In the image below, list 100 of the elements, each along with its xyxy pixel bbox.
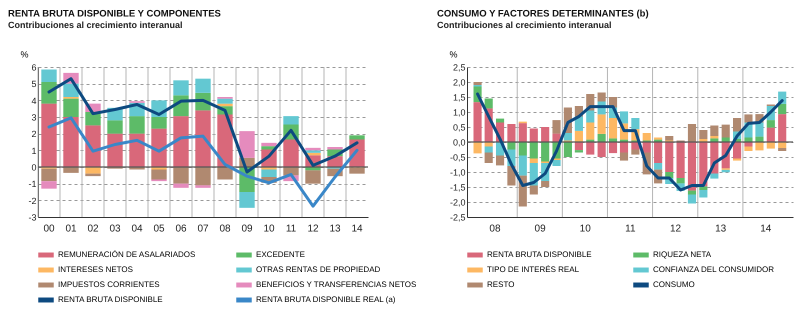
bar bbox=[766, 120, 775, 128]
bar bbox=[530, 186, 538, 194]
y-tick-label: -3 bbox=[28, 212, 36, 222]
bar bbox=[129, 116, 145, 134]
legend-label: RIQUEZA NETA bbox=[653, 250, 712, 259]
line-series bbox=[48, 116, 358, 208]
bar bbox=[518, 123, 527, 142]
y-tick-label: 2 bbox=[31, 129, 36, 140]
bar bbox=[484, 146, 493, 152]
bar bbox=[642, 142, 651, 152]
bar bbox=[496, 156, 504, 166]
bar bbox=[766, 142, 775, 149]
bar bbox=[755, 122, 764, 137]
bar bbox=[217, 98, 233, 104]
legend-label: CONSUMO bbox=[653, 280, 695, 289]
bar bbox=[744, 114, 753, 122]
bar bbox=[151, 117, 167, 129]
x-tick-label: 07 bbox=[197, 224, 209, 234]
bar bbox=[766, 128, 775, 142]
bar bbox=[722, 124, 730, 138]
legend-label: RENTA BRUTA DISPONIBLE REAL (a) bbox=[256, 295, 396, 304]
x-tick-label: 05 bbox=[153, 224, 165, 234]
x-tick-label: 08 bbox=[489, 224, 501, 234]
bar bbox=[349, 168, 365, 174]
x-tick-label: 06 bbox=[175, 224, 187, 234]
legend-label: BENEFICIOS Y TRANSFERENCIAS NETOS bbox=[256, 280, 416, 289]
bar bbox=[665, 142, 674, 172]
legend-label: CONFIANZA DEL CONSUMIDOR bbox=[653, 265, 774, 274]
x-tick-label: 04 bbox=[131, 224, 143, 234]
bar bbox=[598, 134, 606, 142]
bar bbox=[699, 130, 708, 139]
y-tick-label: -1,5 bbox=[450, 182, 466, 192]
bar bbox=[173, 116, 189, 167]
bar bbox=[151, 170, 167, 180]
bar bbox=[574, 142, 583, 150]
bar bbox=[349, 135, 365, 140]
bar bbox=[507, 124, 516, 142]
bar bbox=[631, 118, 640, 130]
bar bbox=[473, 102, 482, 142]
y-tick-label: 0,5 bbox=[452, 122, 466, 132]
bar bbox=[620, 142, 628, 152]
bar bbox=[473, 82, 482, 85]
bar bbox=[710, 174, 718, 179]
bar bbox=[305, 148, 321, 150]
chart-subtitle: Contribuciones al crecimiento interanual bbox=[8, 20, 183, 30]
chart-title: RENTA BRUTA DISPONIBLE Y COMPONENTES bbox=[8, 8, 221, 20]
bar bbox=[676, 178, 685, 184]
x-tick-label: 01 bbox=[65, 224, 77, 234]
bar bbox=[620, 111, 628, 124]
bar bbox=[608, 142, 618, 154]
bar bbox=[541, 142, 550, 162]
bar bbox=[173, 80, 189, 96]
bar bbox=[744, 146, 753, 151]
x-tick-label: 02 bbox=[87, 224, 99, 234]
bar bbox=[586, 142, 594, 155]
x-tick-label: 14 bbox=[760, 224, 772, 234]
x-tick-label: 03 bbox=[109, 224, 121, 234]
bar bbox=[530, 142, 538, 158]
y-tick-label: 2,0 bbox=[452, 78, 466, 88]
x-tick-label: 11 bbox=[286, 224, 297, 234]
x-tick-label: 12 bbox=[670, 224, 682, 234]
bar bbox=[541, 127, 550, 142]
y-axis-title: % bbox=[20, 50, 29, 60]
bar bbox=[574, 130, 583, 142]
bar bbox=[755, 142, 764, 150]
y-tick-label: -2,0 bbox=[450, 198, 466, 208]
y-tick-label: 1,0 bbox=[452, 108, 466, 118]
chart-title: CONSUMO Y FACTORES DETERMINANTES (b) bbox=[437, 8, 649, 20]
y-tick-label: 3 bbox=[31, 112, 36, 122]
bar bbox=[173, 184, 189, 188]
legend-label: INTERESES NETOS bbox=[58, 265, 133, 274]
y-tick-label: 5 bbox=[31, 79, 36, 90]
y-tick-label: -2 bbox=[28, 196, 36, 206]
bar bbox=[642, 133, 651, 140]
bar bbox=[530, 128, 538, 142]
bar bbox=[496, 118, 504, 122]
bar bbox=[733, 118, 742, 132]
bar bbox=[195, 185, 211, 188]
y-tick-label: 1 bbox=[31, 146, 36, 156]
bar bbox=[688, 124, 696, 142]
bar bbox=[688, 194, 696, 204]
x-tick-label: 13 bbox=[715, 224, 727, 234]
bar bbox=[552, 120, 561, 134]
bar bbox=[688, 190, 696, 194]
bar bbox=[733, 142, 742, 158]
bar bbox=[41, 181, 57, 189]
bar bbox=[195, 78, 211, 93]
y-tick-label: 0 bbox=[31, 162, 36, 172]
y-tick-label: 4 bbox=[31, 96, 36, 106]
bar bbox=[217, 104, 233, 106]
line-series bbox=[476, 92, 784, 192]
bar bbox=[85, 174, 101, 176]
x-tick-label: 09 bbox=[241, 224, 253, 234]
y-tick-label: -0,5 bbox=[450, 152, 466, 162]
legend-label: OTRAS RENTAS DE PROPIEDAD bbox=[256, 265, 381, 274]
legend-label: EXCEDENTE bbox=[256, 250, 305, 259]
x-tick-label: 00 bbox=[43, 224, 55, 234]
bar bbox=[41, 70, 57, 82]
legend-label: RENTA BRUTA DISPONIBLE bbox=[58, 295, 163, 304]
legend-label: TIPO DE INTERÉS REAL bbox=[487, 265, 580, 274]
